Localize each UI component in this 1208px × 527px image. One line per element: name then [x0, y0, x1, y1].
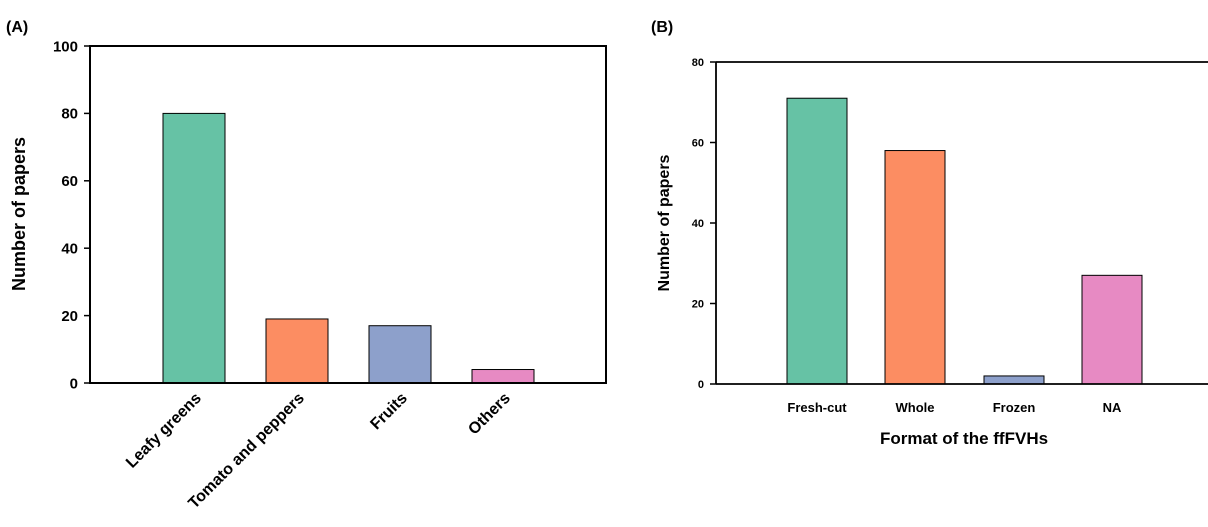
panel-a-y-tick-label: 0	[70, 375, 78, 392]
panel-b-x-axis-title: Format of the ffFVHs	[880, 429, 1048, 448]
panel-b-y-ticks: 0 20 40 60 80	[692, 57, 716, 391]
panel-b-y-tick-label: 0	[698, 379, 704, 391]
panel-a-bar-1	[162, 112, 226, 384]
panel-b-label: (B)	[651, 19, 673, 36]
panel-b-y-tick-label: 80	[692, 57, 704, 69]
panel-b-y-tick-label: 20	[692, 298, 704, 310]
panel-a-plot-frame	[89, 45, 607, 384]
panel-b-x-tick-label: Whole	[896, 400, 935, 415]
panel-b-bar-4	[1081, 274, 1143, 385]
panel-b-x-tick-label: Frozen	[993, 400, 1036, 415]
panel-a-x-tick-label: Leafy greens	[123, 390, 205, 472]
panel-a-x-tick-label: Others	[465, 390, 514, 439]
panel-b-bar-1	[786, 97, 848, 385]
panel-b-y-tick-label: 40	[692, 218, 704, 230]
panel-b: (B) 0 20 40 60 80 Fresh-cut Whole Frozen NA Num…	[651, 19, 1208, 448]
panel-a-bar-4	[471, 369, 535, 384]
panel-b-x-tick-label: NA	[1103, 400, 1122, 415]
panel-b-bar-2	[884, 150, 946, 385]
panel-a-bar-2	[265, 318, 329, 384]
panel-a-y-tick-label: 100	[53, 38, 78, 55]
panel-a-x-tick-label: Fruits	[367, 390, 411, 434]
panel-a-y-axis-title: Number of papers	[9, 137, 29, 291]
panel-a-y-ticks: 0 20 40 60 80 100	[53, 38, 90, 392]
panel-a-x-tick-label: Tomato and peppers	[185, 390, 308, 513]
panel-a-y-tick-label: 80	[61, 106, 78, 123]
panel-a-bar-3	[368, 325, 432, 384]
panel-a-bars	[162, 112, 535, 384]
panel-b-x-ticks: Fresh-cut Whole Frozen NA	[787, 400, 1122, 415]
panel-b-y-tick-label: 60	[692, 137, 704, 149]
panel-b-x-tick-label: Fresh-cut	[787, 400, 847, 415]
panel-b-bars	[786, 97, 1143, 385]
panel-a-y-tick-label: 20	[61, 308, 78, 325]
panel-b-bar-3	[983, 375, 1045, 385]
panel-a-y-tick-label: 60	[61, 173, 78, 190]
panel-a-label: (A)	[6, 19, 28, 36]
panel-b-y-axis-title: Number of papers	[656, 154, 673, 291]
panel-a-y-tick-label: 40	[61, 240, 78, 257]
